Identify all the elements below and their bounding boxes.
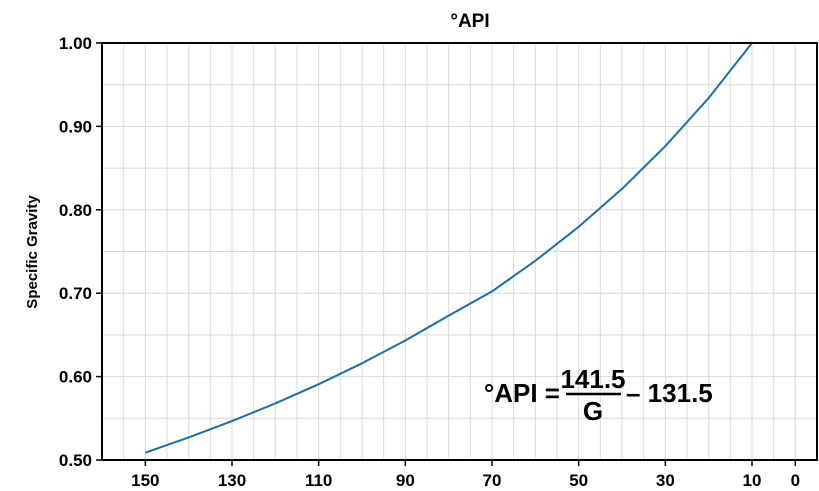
x-tick-label: 30 [656,471,675,490]
x-tick-label: 90 [396,471,415,490]
x-axis: 150 130 110 90 70 50 30 10 0 [131,460,800,490]
y-tick-label: 0.70 [59,284,92,303]
y-tick-label: 0.90 [59,117,92,136]
y-tick-label: 1.00 [59,34,92,53]
formula-numerator: 141.5 [560,364,625,394]
x-tick-label: 70 [483,471,502,490]
x-tick-label: 10 [743,471,762,490]
formula-denominator: G [583,396,603,426]
x-tick-label: 0 [791,471,800,490]
y-tick-label: 0.50 [59,451,92,470]
x-tick-label: 150 [131,471,159,490]
grid-lines [102,43,817,460]
x-tick-label: 110 [305,471,332,490]
series-line [144,42,753,454]
formula-prefix: °API = [484,378,560,408]
chart-title: °API [450,11,489,32]
y-axis: 0.50 0.60 0.70 0.80 0.90 1.00 [59,34,102,470]
formula-suffix: – 131.5 [626,378,713,408]
series-layer [144,42,753,454]
y-tick-label: 0.80 [59,201,92,220]
x-tick-label: 50 [569,471,588,490]
y-tick-label: 0.60 [59,368,92,387]
y-axis-label: Specific Gravity [24,195,41,309]
plot-frame [101,42,818,461]
formula-annotation: °API = 141.5 G – 131.5 [484,364,713,426]
x-tick-label: 130 [218,471,246,490]
